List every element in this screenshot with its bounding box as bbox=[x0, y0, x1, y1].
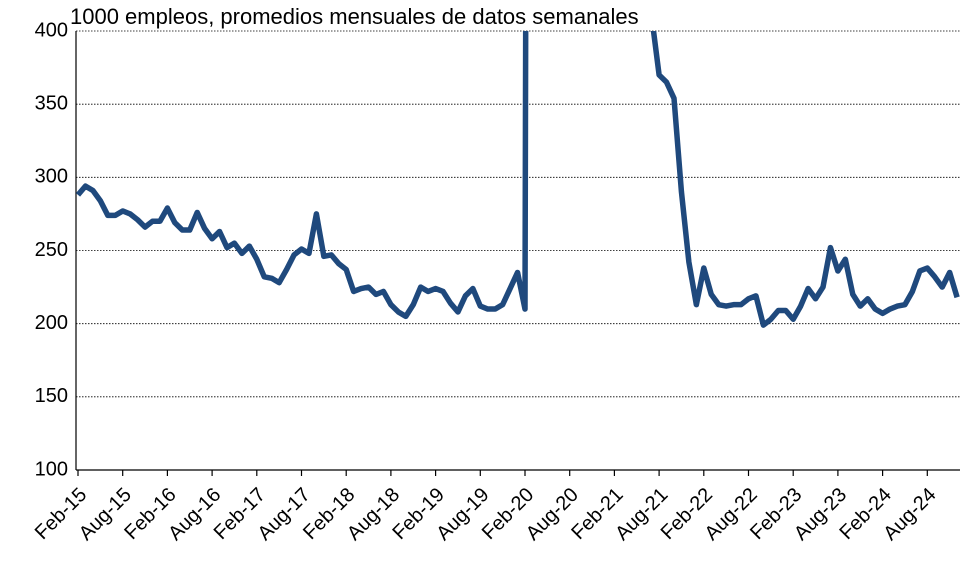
y-tick-label: 200 bbox=[35, 312, 68, 334]
y-tick-label: 350 bbox=[35, 92, 68, 114]
chart-title: 1000 empleos, promedios mensuales de dat… bbox=[70, 4, 639, 29]
y-tick-label: 300 bbox=[35, 166, 68, 188]
data-line bbox=[76, 31, 960, 328]
y-tick-label: 400 bbox=[35, 19, 68, 41]
y-tick-label: 100 bbox=[35, 458, 68, 480]
y-tick-label: 150 bbox=[35, 385, 68, 407]
y-tick-label: 250 bbox=[35, 239, 68, 261]
